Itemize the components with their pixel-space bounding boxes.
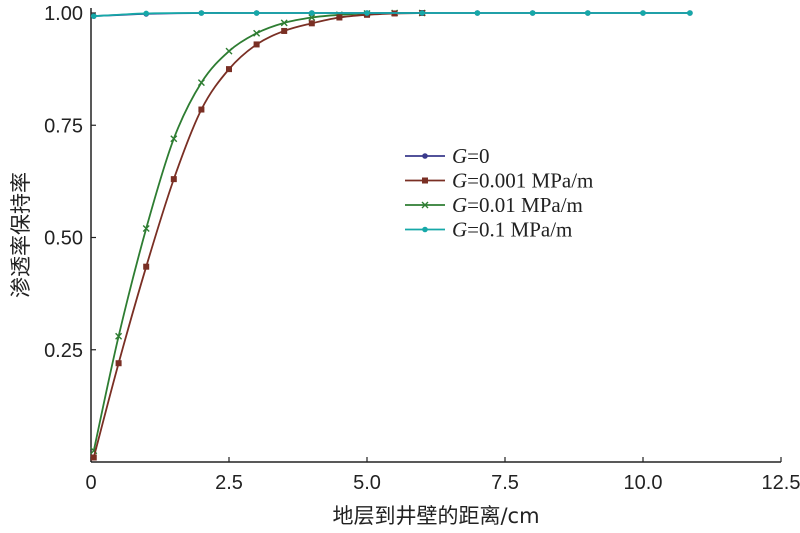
x-axis-ticks: 0 2.5 5.0 7.5 10.0 12.5 xyxy=(85,457,800,494)
legend-marker xyxy=(422,226,428,233)
data-point xyxy=(280,19,288,27)
x-tick-label: 10.0 xyxy=(624,472,663,494)
y-tick-label: 0.75 xyxy=(44,115,83,137)
data-point xyxy=(308,13,316,21)
data-point xyxy=(474,10,481,16)
legend-item: G=0.01 MPa/m xyxy=(405,193,583,217)
y-axis-title: 渗透率保持率 xyxy=(9,172,33,298)
legend-marker xyxy=(422,177,428,184)
legend-item: G=0.001 MPa/m xyxy=(405,169,593,193)
legend-label-value: =0.001 MPa/m xyxy=(467,169,593,193)
legend-label-symbol: G xyxy=(452,144,467,168)
data-point xyxy=(170,135,178,143)
data-point xyxy=(143,263,150,270)
y-tick-label: 0.50 xyxy=(44,228,83,250)
data-point xyxy=(640,10,646,16)
data-point xyxy=(90,454,97,461)
data-point xyxy=(115,332,123,340)
legend-label: G=0 xyxy=(452,144,490,168)
x-axis-title: 地层到井壁的距离/cm xyxy=(332,504,539,528)
legend-label-symbol: G xyxy=(452,218,467,242)
legend-label-value: =0 xyxy=(467,144,489,168)
y-tick-label: 1.00 xyxy=(44,3,83,25)
data-point xyxy=(309,10,315,16)
legend-label-symbol: G xyxy=(452,169,467,193)
legend-marker xyxy=(421,201,429,209)
x-tick-label: 12.5 xyxy=(762,472,800,494)
data-point xyxy=(143,10,149,17)
legend-label: G=0.001 MPa/m xyxy=(452,169,593,193)
legend-label: G=0.1 MPa/m xyxy=(452,218,572,242)
data-point xyxy=(281,27,288,34)
data-point xyxy=(253,10,260,16)
data-point xyxy=(253,29,261,37)
legend-label-value: =0.1 MPa/m xyxy=(467,218,572,242)
series-line xyxy=(93,12,690,18)
data-point xyxy=(142,225,150,233)
series-2 xyxy=(90,9,426,455)
y-axis-ticks: 0.25 0.50 0.75 1.00 xyxy=(44,3,96,362)
x-tick-label: 5.0 xyxy=(353,472,381,494)
x-tick-label: 7.5 xyxy=(491,472,519,494)
data-point xyxy=(90,13,97,19)
series-3 xyxy=(90,10,693,19)
series-line xyxy=(92,12,423,458)
data-point xyxy=(253,41,260,48)
legend-label: G=0.01 MPa/m xyxy=(452,193,583,217)
data-point xyxy=(115,360,122,367)
data-point xyxy=(585,10,591,16)
data-point xyxy=(170,176,177,183)
x-tick-label: 0 xyxy=(85,472,96,494)
data-point xyxy=(198,106,205,113)
x-tick-label: 2.5 xyxy=(215,472,243,494)
legend-marker xyxy=(422,153,428,159)
data-point xyxy=(226,66,232,73)
data-point xyxy=(197,79,205,87)
data-point xyxy=(364,10,370,16)
y-tick-label: 0.25 xyxy=(44,340,83,362)
data-point xyxy=(225,47,233,55)
series-line xyxy=(92,12,423,451)
data-point xyxy=(419,10,426,16)
legend-item: G=0 xyxy=(405,144,490,168)
data-point xyxy=(529,10,536,16)
legend-label-value: =0.01 MPa/m xyxy=(467,193,583,217)
series-layer xyxy=(90,9,693,461)
data-point xyxy=(308,20,315,27)
legend: G=0G=0.001 MPa/mG=0.01 MPa/mG=0.1 MPa/m xyxy=(405,144,593,242)
data-point xyxy=(336,14,343,21)
data-point xyxy=(687,10,693,16)
series-1 xyxy=(90,10,426,461)
legend-item: G=0.1 MPa/m xyxy=(405,218,572,242)
data-point xyxy=(198,10,205,16)
legend-label-symbol: G xyxy=(452,193,467,217)
